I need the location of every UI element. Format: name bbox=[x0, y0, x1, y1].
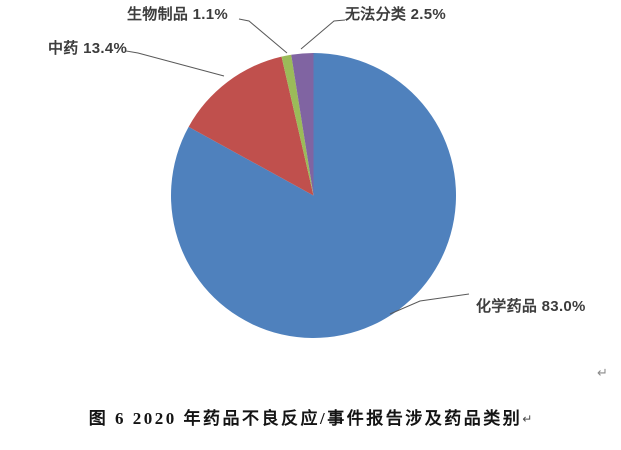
leader-line-biological-products bbox=[238, 18, 288, 54]
pie-slice-unclassifiable bbox=[291, 53, 314, 196]
chart-caption-text: 图 6 2020 年药品不良反应/事件报告涉及药品类别 bbox=[88, 409, 523, 428]
paragraph-mark-icon: ↵ bbox=[522, 412, 533, 426]
slice-label-unclassifiable: 无法分类 2.5% bbox=[345, 6, 447, 23]
leader-lines-group bbox=[125, 18, 470, 315]
slice-label-traditional-chinese-medicine: 中药 13.4% bbox=[48, 40, 128, 57]
pie-slice-chemical-drugs bbox=[171, 53, 457, 339]
chart-caption: 图 6 2020 年药品不良反应/事件报告涉及药品类别↵ bbox=[0, 404, 621, 429]
leader-line-traditional-chinese-medicine bbox=[125, 50, 225, 77]
leader-line-chemical-drugs bbox=[389, 293, 470, 315]
slice-label-chemical-drugs: 化学药品 83.0% bbox=[476, 298, 586, 315]
pie-slice-biological-products bbox=[281, 54, 314, 196]
pie-slices-group bbox=[171, 53, 457, 339]
pie-slice-traditional-chinese-medicine bbox=[188, 56, 314, 196]
leader-line-unclassifiable bbox=[300, 19, 346, 50]
paragraph-mark-icon: ↵ bbox=[597, 366, 608, 381]
slice-label-biological-products: 生物制品 1.1% bbox=[127, 6, 229, 23]
